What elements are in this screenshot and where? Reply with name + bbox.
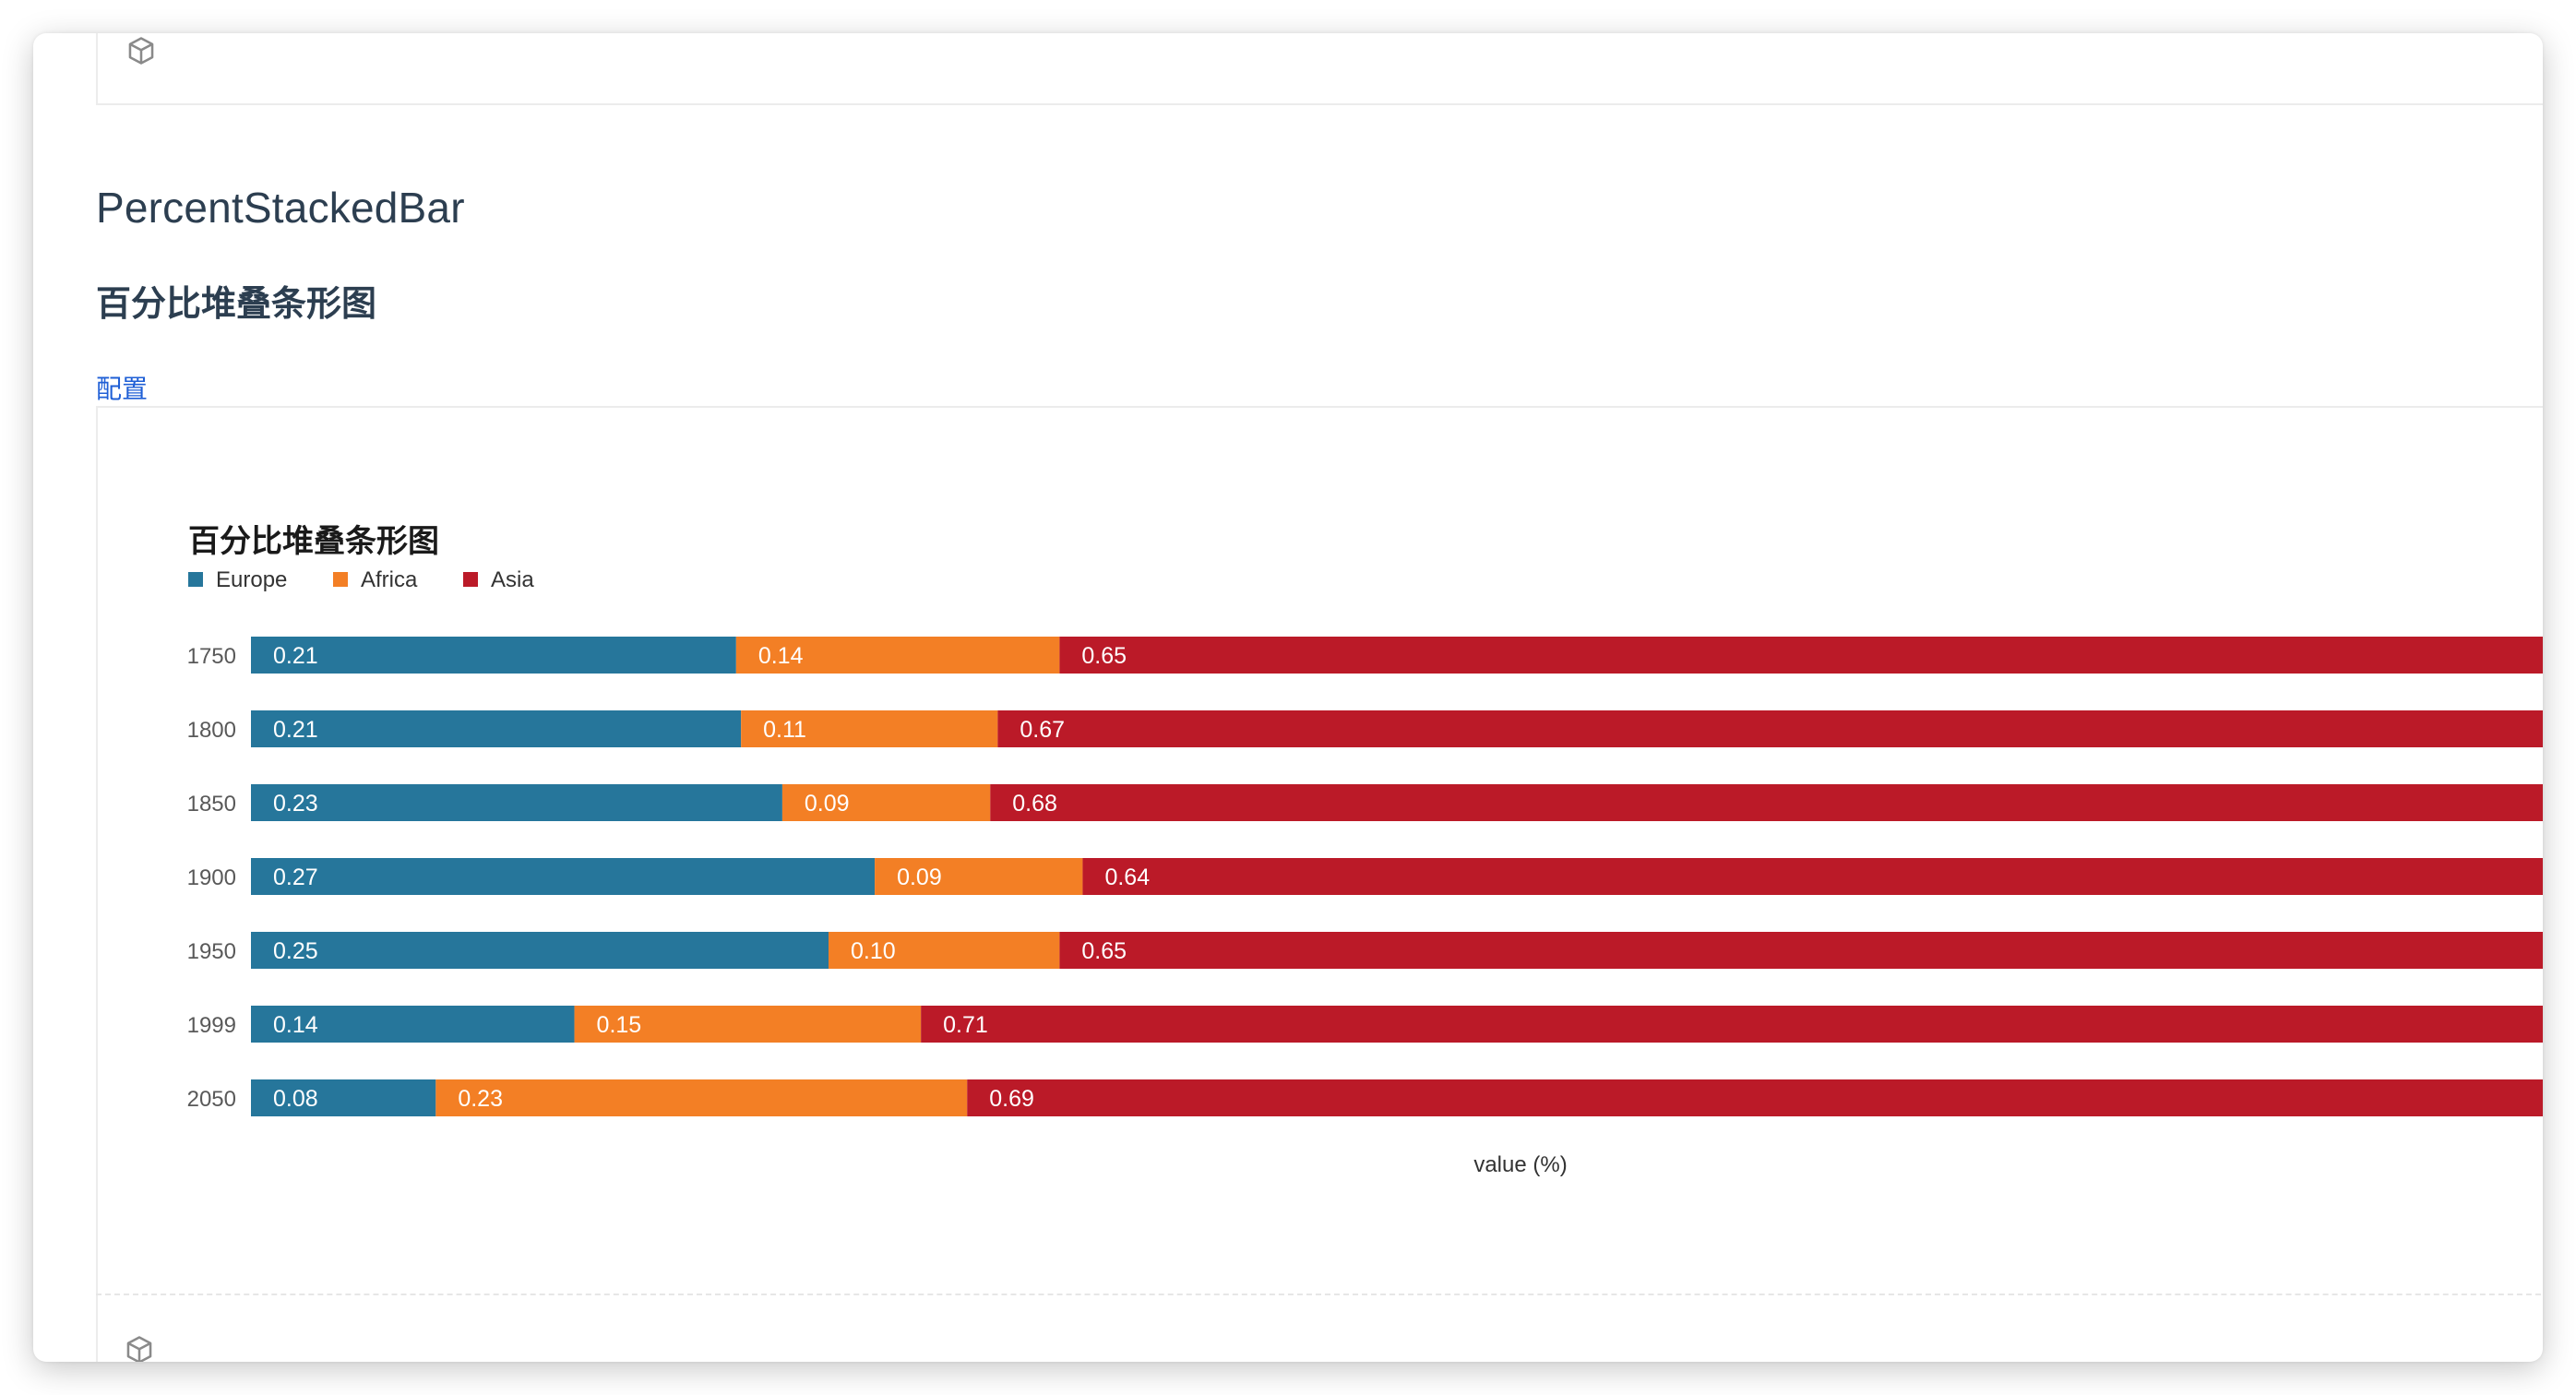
bar-data-label: 0.65 xyxy=(1081,643,1127,669)
bar-segment-africa xyxy=(735,637,1060,674)
bar-segment-africa xyxy=(435,1079,968,1116)
bar-data-label: 0.25 xyxy=(273,938,318,964)
bar-segment-europe xyxy=(251,1079,436,1116)
y-tick-label: 1800 xyxy=(187,718,236,743)
bar-data-label: 0.09 xyxy=(897,864,942,890)
bar-segment-europe xyxy=(251,637,736,674)
bar-segment-africa xyxy=(829,932,1060,969)
top-demo-box xyxy=(96,33,2543,105)
bar-segment-europe xyxy=(251,932,829,969)
config-link[interactable]: 配置 xyxy=(96,374,149,404)
legend-label-asia: Asia xyxy=(491,567,534,592)
bar-data-label: 0.21 xyxy=(273,643,318,669)
bar-data-label: 0.23 xyxy=(458,1086,503,1112)
cube-icon[interactable] xyxy=(125,35,157,66)
cube-icon[interactable] xyxy=(124,1334,155,1362)
demo-divider xyxy=(96,1294,2543,1295)
bar-data-label: 0.71 xyxy=(943,1012,988,1038)
y-tick-label: 1999 xyxy=(187,1013,236,1038)
bar-data-label: 0.21 xyxy=(273,717,318,743)
bar-data-label: 0.11 xyxy=(763,717,806,743)
bar-segment-europe xyxy=(251,858,876,895)
bar-data-label: 0.27 xyxy=(273,864,318,890)
bar-segment-asia xyxy=(990,784,2543,821)
bar-data-label: 0.69 xyxy=(989,1086,1034,1112)
legend-marker-africa xyxy=(333,572,348,587)
bar-segment-asia xyxy=(1082,858,2543,895)
page-subtitle: 百分比堆叠条形图 xyxy=(96,283,377,324)
percent-stacked-bar-chart: 百分比堆叠条形图 Europe Africa Asia 1750 0.21 0.14 0.65… xyxy=(187,523,2543,1177)
bar-segment-africa xyxy=(741,710,998,747)
legend-marker-europe xyxy=(188,572,203,587)
bar-segment-africa xyxy=(574,1006,922,1043)
bar-segment-africa xyxy=(781,784,991,821)
bar-segment-asia xyxy=(967,1079,2543,1116)
legend-marker-asia xyxy=(463,572,478,587)
bar-data-label: 0.09 xyxy=(805,791,850,817)
bar-segment-asia xyxy=(921,1006,2543,1043)
bar-segment-asia xyxy=(997,710,2543,747)
bar-data-label: 0.14 xyxy=(758,643,804,669)
app-window: PercentStackedBar 百分比堆叠条形图 配置 百分比堆叠条形图 Eu… xyxy=(33,33,2543,1362)
bar-data-label: 0.64 xyxy=(1104,864,1150,890)
y-tick-label: 1950 xyxy=(187,939,236,964)
bar-data-label: 0.68 xyxy=(1012,791,1057,817)
legend-label-africa: Africa xyxy=(361,567,418,592)
y-tick-label: 2050 xyxy=(187,1087,236,1112)
bar-segment-europe xyxy=(251,784,782,821)
y-tick-label: 1850 xyxy=(187,792,236,817)
bar-data-label: 0.15 xyxy=(597,1012,642,1038)
bar-segment-europe xyxy=(251,1006,575,1043)
bar-data-label: 0.67 xyxy=(1020,717,1065,743)
chart-title: 百分比堆叠条形图 xyxy=(188,523,439,560)
bar-data-label: 0.14 xyxy=(273,1012,318,1038)
bar-data-label: 0.23 xyxy=(273,791,318,817)
chart-demo-box xyxy=(96,406,2543,1362)
bar-segment-asia xyxy=(1059,932,2543,969)
legend-label-europe: Europe xyxy=(216,567,287,592)
bar-data-label: 0.08 xyxy=(273,1086,318,1112)
x-axis-label: value (%) xyxy=(1473,1152,1567,1177)
bar-data-label: 0.10 xyxy=(851,938,896,964)
bar-segment-europe xyxy=(251,710,742,747)
page-title: PercentStackedBar xyxy=(96,184,465,232)
bar-segment-asia xyxy=(1059,637,2543,674)
bar-segment-africa xyxy=(875,858,1083,895)
bar-data-label: 0.65 xyxy=(1081,938,1127,964)
y-tick-label: 1900 xyxy=(187,865,236,890)
y-tick-label: 1750 xyxy=(187,644,236,669)
